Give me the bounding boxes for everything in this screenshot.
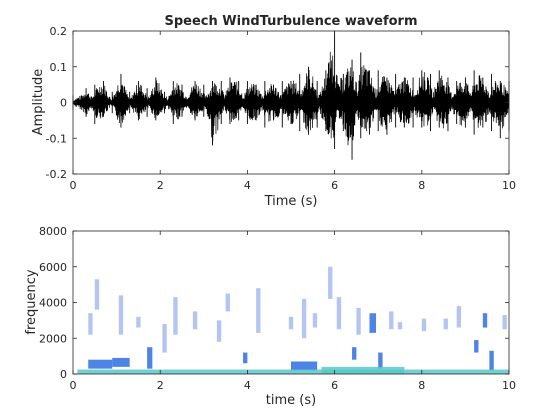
spectrogram-cell (162, 323, 167, 353)
waveform-y-tick-label: 0.1 (50, 61, 68, 74)
spectrogram-cell (112, 357, 130, 367)
waveform-y-tick-label: 0.2 (50, 25, 68, 38)
spectrogram-cell (421, 318, 427, 332)
spectrogram-x-label: time (s) (266, 393, 316, 408)
spectrogram-cell (397, 322, 403, 330)
waveform-x-label: Time (s) (264, 194, 318, 209)
spectrogram-cell (256, 288, 261, 333)
spectrogram-cells (77, 266, 510, 374)
spectrogram-x-tick-label: 4 (244, 379, 251, 392)
waveform-y-tick-label: -0.1 (46, 132, 67, 145)
waveform-x-tick-label: 4 (244, 179, 251, 192)
spectrogram-axes: 0 2 4 6 8 10 0 2000 4000 6000 8000 time (s) frequ… (24, 225, 516, 408)
waveform-x-tick-label: 10 (502, 179, 516, 192)
waveform-x-tick-label: 0 (70, 179, 77, 192)
spectrogram-cell (291, 361, 318, 371)
waveform-y-label: Amplitude (31, 69, 46, 136)
waveform-x-ticks: 0 2 4 6 8 10 (70, 31, 516, 192)
spectrogram-x-tick-label: 8 (418, 379, 425, 392)
spectrogram-cell (482, 313, 488, 328)
spectrogram-cell (389, 311, 394, 330)
spectrogram-x-ticks: 0 2 4 6 8 10 (70, 231, 516, 392)
spectrogram-y-tick-label: 2000 (39, 332, 67, 345)
waveform-title: Speech WindTurbulence waveform (164, 14, 417, 29)
spectrogram-cell (216, 320, 222, 342)
waveform-y-ticks: -0.2 -0.1 0 0.1 0.2 (46, 25, 509, 181)
waveform-axes: 0 2 4 6 8 10 -0.2 -0.1 0 0.1 0.2 Speech WindTurbu… (31, 14, 516, 209)
spectrogram-cell (489, 350, 494, 371)
spectrogram-cell (356, 307, 361, 335)
spectrogram-cell (352, 347, 357, 360)
spectrogram-cell (474, 340, 479, 353)
spectrogram-cell (192, 311, 198, 330)
spectrogram-cell (118, 295, 124, 335)
spectrogram-y-label: frequency (24, 269, 39, 335)
spectrogram-cell (456, 306, 462, 328)
waveform-y-tick-label: 0 (60, 97, 67, 110)
spectrogram-cell (88, 359, 113, 369)
spectrogram-y-tick-label: 6000 (39, 261, 67, 274)
spectrogram-cell (301, 298, 307, 339)
spectrogram-y-tick-label: 8000 (39, 225, 67, 238)
spectrogram-x-tick-label: 10 (502, 379, 516, 392)
spectrogram-cell (378, 352, 383, 369)
spectrogram-cell (328, 266, 333, 299)
spectrogram-x-tick-label: 2 (157, 379, 164, 392)
spectrogram-x-tick-label: 0 (70, 379, 77, 392)
spectrogram-cell (321, 366, 405, 374)
spectrogram-cell (88, 313, 93, 335)
spectrogram-cell (225, 293, 230, 312)
spectrogram-cell (243, 352, 248, 364)
spectrogram-plot-area (73, 231, 509, 374)
spectrogram-cell (77, 369, 510, 374)
waveform-x-tick-label: 6 (331, 179, 338, 192)
spectrogram-cell (443, 318, 448, 330)
spectrogram-y-tick-label: 0 (60, 368, 67, 381)
spectrogram-cell (147, 347, 153, 369)
spectrogram-x-tick-label: 6 (331, 379, 338, 392)
waveform-x-tick-label: 2 (157, 179, 164, 192)
spectrogram-cell (336, 297, 342, 330)
spectrogram-cell (502, 315, 507, 330)
spectrogram-cell (369, 313, 377, 333)
spectrogram-cell (94, 279, 100, 310)
spectrogram-cell (288, 316, 294, 330)
spectrogram-cell (136, 316, 141, 328)
spectrogram-cell (173, 297, 178, 335)
spectrogram-y-tick-label: 4000 (39, 297, 67, 310)
waveform-y-tick-label: -0.2 (46, 168, 67, 181)
waveform-x-tick-label: 8 (418, 179, 425, 192)
waveform-series (72, 31, 510, 160)
spectrogram-cell (312, 313, 318, 328)
spectrogram-y-ticks: 0 2000 4000 6000 8000 (39, 225, 509, 381)
